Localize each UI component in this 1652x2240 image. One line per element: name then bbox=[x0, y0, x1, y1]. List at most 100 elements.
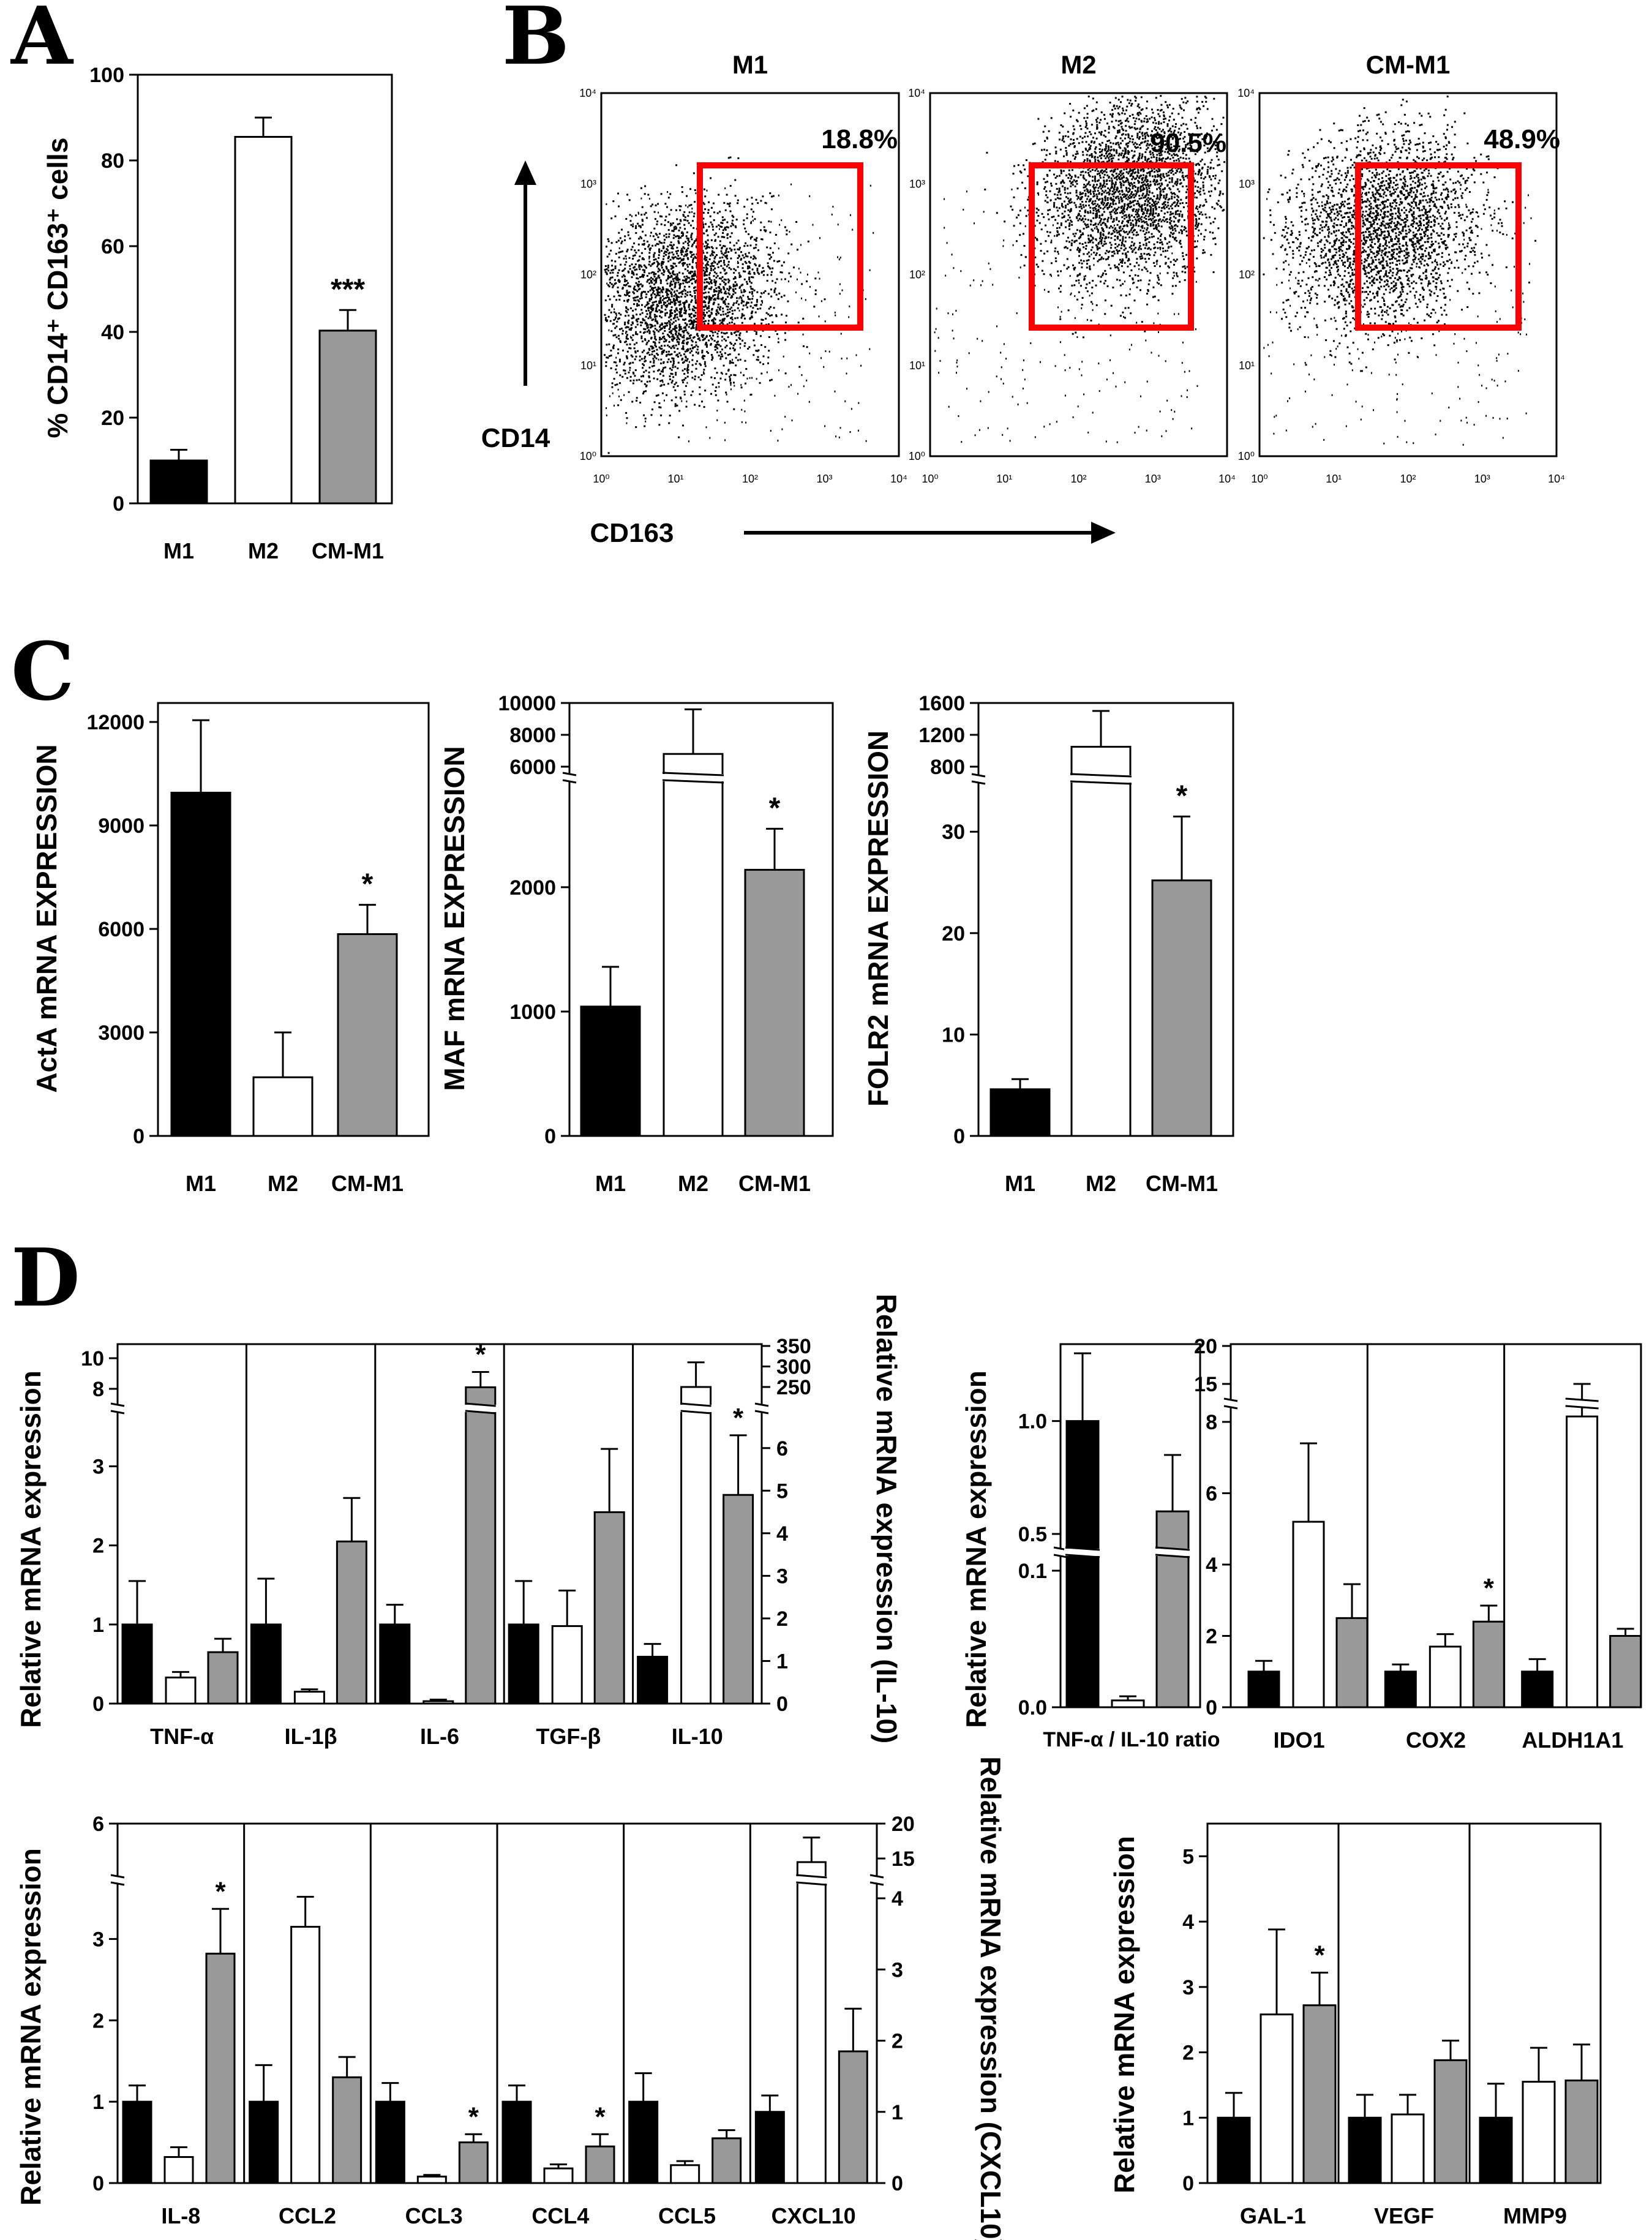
D4-group-label: IL-8 bbox=[161, 2203, 200, 2228]
D4-bar bbox=[585, 2145, 615, 2184]
a-y-label: % CD14⁺ CD163⁺ cells bbox=[42, 138, 73, 438]
d1-yl-tick-label: 1 bbox=[92, 1614, 104, 1637]
D4-bar bbox=[754, 2111, 785, 2184]
C1-bar-2 bbox=[337, 933, 398, 1137]
flow-x-tick-label: 10⁴ bbox=[1218, 473, 1236, 485]
flow-x-tick-label: 10⁰ bbox=[593, 473, 609, 485]
c2-bar-break-gap bbox=[661, 774, 725, 781]
D1-group-label: IL-6 bbox=[420, 1724, 459, 1749]
a-y-tick-label: 100 bbox=[89, 64, 124, 87]
c2-y-tick-label: 6000 bbox=[509, 756, 556, 779]
d1-bar-break-slash-b bbox=[680, 1410, 711, 1415]
d2-bar-break-gap bbox=[1154, 1549, 1191, 1556]
d4-yl-tick-label: 6 bbox=[92, 1813, 104, 1836]
c3-y-tick-label: 1600 bbox=[918, 692, 965, 715]
D5-bar bbox=[1479, 2116, 1513, 2184]
d4-axis-break-l-gap bbox=[110, 1876, 126, 1884]
C1-bar-0 bbox=[170, 791, 231, 1137]
d4-axis-break-r-slash-a bbox=[869, 1874, 884, 1879]
d1-yl-tick-label: 0 bbox=[92, 1693, 104, 1716]
d4-axis-break-l-slash-a bbox=[110, 1874, 125, 1879]
d4-axis-break-r-gap bbox=[869, 1876, 885, 1884]
c2-y-tick-label: 8000 bbox=[509, 724, 556, 747]
c3-axis-break-slash-a bbox=[971, 773, 986, 778]
d3-bar-break-slash-b bbox=[1565, 1405, 1599, 1410]
d4-yl-tick-label: 0 bbox=[92, 2172, 104, 2195]
D4-group-label: CCL3 bbox=[405, 2203, 463, 2228]
D4-bar bbox=[122, 2100, 152, 2184]
d1-bar-break-slash-b bbox=[465, 1410, 496, 1415]
flow-x-axis-label: CD163 bbox=[590, 518, 674, 548]
D1-group-label: TGF-β bbox=[536, 1724, 601, 1749]
d5-y-tick-label: 5 bbox=[1182, 1845, 1194, 1868]
D1-bar bbox=[121, 1623, 153, 1705]
D5-bar bbox=[1391, 2113, 1425, 2184]
d1-yr-tick-label: 4 bbox=[776, 1522, 788, 1546]
D3-bar bbox=[1335, 1617, 1369, 1708]
d1-yr-tick-label: 250 bbox=[776, 1376, 811, 1399]
D1-sig-mark: * bbox=[475, 1340, 486, 1370]
d2-bar-break-slash-a bbox=[1155, 1546, 1190, 1551]
d4-yr-tick-label: 0 bbox=[892, 2172, 903, 2195]
d1-axis-break-r-slash-a bbox=[754, 1402, 769, 1407]
d3-bar-break-gap bbox=[1564, 1400, 1600, 1407]
flow-dot-cloud bbox=[1263, 96, 1537, 446]
d1-bar-break-gap bbox=[679, 1405, 713, 1412]
C2-bar-2 bbox=[744, 868, 805, 1137]
D1-group-label: TNF-α bbox=[150, 1724, 214, 1749]
d1-yr-tick-label: 1 bbox=[776, 1650, 788, 1673]
flow-x-tick-label: 10⁰ bbox=[1251, 473, 1267, 485]
flow-plot-3 bbox=[1258, 92, 1558, 457]
flow-x-tick-label: 10¹ bbox=[996, 473, 1012, 485]
d2-axis-break-slash-b bbox=[1053, 1554, 1068, 1558]
c3-bar-break-slash-a bbox=[1070, 773, 1132, 778]
flow-x-tick-label: 10⁰ bbox=[922, 473, 938, 485]
D4-bar bbox=[375, 2100, 405, 2184]
a-y-tick-label: 0 bbox=[113, 492, 124, 516]
d3-y-tick-label: 2 bbox=[1206, 1625, 1217, 1648]
c2-y-tick-label: 2000 bbox=[509, 876, 556, 900]
d1-yl-tick-label: 8 bbox=[92, 1378, 104, 1401]
flow-y-tick-label: 10¹ bbox=[1239, 359, 1255, 372]
D4-sig-mark: * bbox=[215, 1876, 226, 1906]
D5-group-label: VEGF bbox=[1374, 2203, 1434, 2228]
c1-y-tick-label: 9000 bbox=[98, 814, 145, 838]
c2-y-tick-label: 0 bbox=[544, 1125, 556, 1148]
d2-bar-1 bbox=[1111, 1699, 1145, 1708]
d3-axis-break-slash-b bbox=[1223, 1405, 1238, 1410]
d5-y-tick-label: 4 bbox=[1182, 1911, 1194, 1934]
D4-bar bbox=[628, 2100, 659, 2184]
d3-y-tick-label: 0 bbox=[1206, 1696, 1217, 1719]
flow-gate-percent: 90.5% bbox=[1150, 128, 1226, 158]
D1-bar bbox=[422, 1700, 454, 1705]
flow-y-tick-label: 10⁰ bbox=[1238, 450, 1255, 462]
flow-y-tick-label: 10⁰ bbox=[580, 450, 596, 462]
d2-bar-break-slash-b bbox=[1155, 1554, 1190, 1558]
D5-sig-mark: * bbox=[1314, 1940, 1325, 1970]
d1-bar-break-gap bbox=[464, 1405, 497, 1412]
d1-y-label: Relative mRNA expression bbox=[15, 1370, 47, 1728]
D5-bar bbox=[1433, 2059, 1468, 2184]
c2-bar-break-slash-a bbox=[662, 772, 724, 776]
flow-y-tick-label: 10¹ bbox=[580, 359, 596, 372]
flow-y-tick-label: 10² bbox=[580, 269, 596, 281]
flow-x-tick-label: 10¹ bbox=[667, 473, 683, 485]
flow-x-tick-label: 10³ bbox=[816, 473, 832, 485]
A-bar-1 bbox=[234, 136, 293, 505]
C1-cat-label: M2 bbox=[268, 1171, 298, 1196]
d1-yr-tick-label: 300 bbox=[776, 1356, 811, 1379]
D1-bar bbox=[637, 1656, 669, 1705]
a-y-tick-label: 60 bbox=[101, 235, 124, 258]
A-sig-mark: *** bbox=[331, 273, 365, 306]
D4-bar bbox=[458, 2141, 489, 2184]
C3-bar-1 bbox=[1070, 746, 1132, 1137]
D3-group-label: IDO1 bbox=[1274, 1727, 1325, 1753]
C3-cat-label: M1 bbox=[1005, 1171, 1035, 1196]
flow-plot-2 bbox=[929, 92, 1228, 457]
D1-bar bbox=[250, 1623, 282, 1705]
d2-y-tick-label: 0.0 bbox=[1018, 1696, 1047, 1719]
d4-axis-break-r-slash-b bbox=[869, 1881, 884, 1886]
c2-y-tick-label: 1000 bbox=[509, 1001, 556, 1024]
D5-group-label: GAL-1 bbox=[1240, 2203, 1306, 2228]
